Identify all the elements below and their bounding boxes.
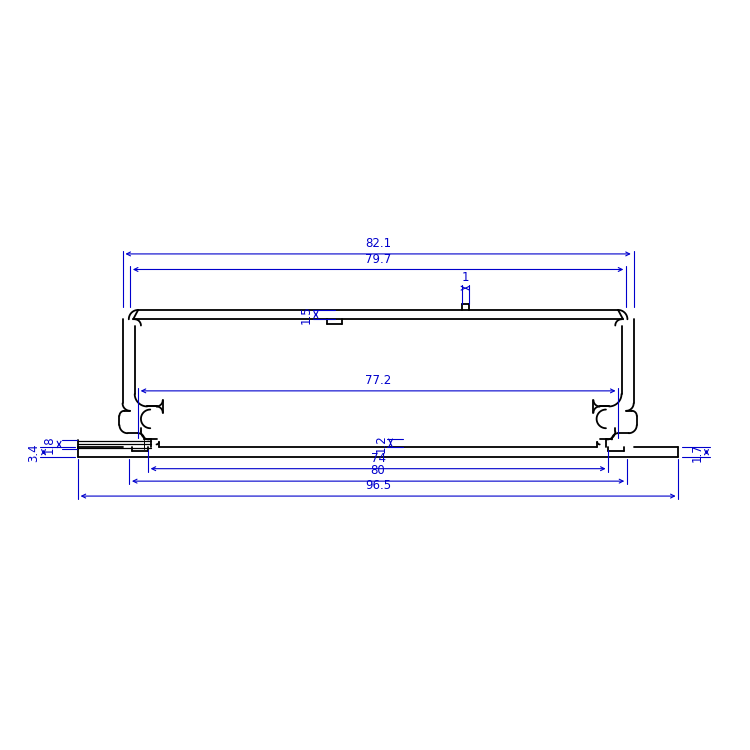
- Text: 1.2: 1.2: [374, 433, 388, 452]
- Text: 74: 74: [370, 452, 386, 465]
- Text: 77.2: 77.2: [365, 374, 392, 387]
- Text: 3.4: 3.4: [28, 443, 40, 461]
- Text: 1.8: 1.8: [43, 435, 56, 454]
- Text: 1: 1: [461, 272, 469, 284]
- Text: 79.7: 79.7: [365, 253, 392, 266]
- Text: 82.1: 82.1: [365, 237, 392, 250]
- Text: 80: 80: [370, 464, 386, 478]
- Text: 1.7: 1.7: [690, 442, 703, 461]
- Text: 1.5: 1.5: [300, 305, 313, 324]
- Text: 96.5: 96.5: [365, 479, 392, 492]
